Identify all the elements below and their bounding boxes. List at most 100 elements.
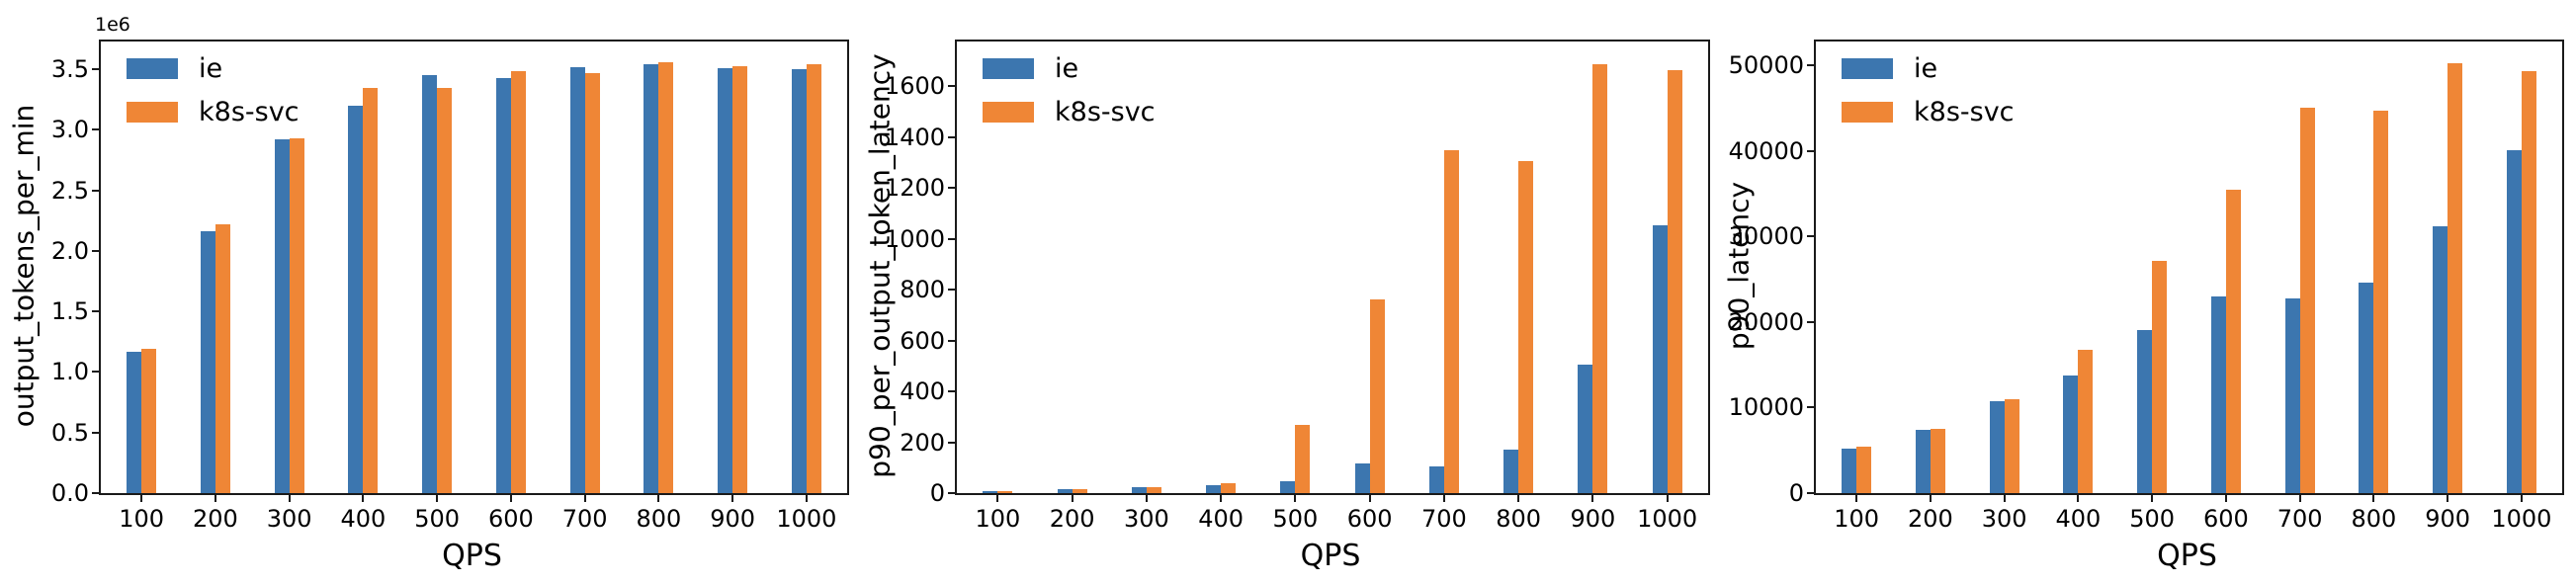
x-tick-label: 400 [340,505,386,533]
legend-label-ie: ie [199,53,223,84]
bar-ie-500 [2137,329,2153,493]
bar-k8s-svc-1000 [1667,70,1682,493]
bar-ie-1000 [1652,225,1668,493]
x-tick [805,495,808,502]
y-tick [92,189,99,192]
y-tick-label: 30000 [1728,222,1804,251]
y-tick-label: 1400 [884,123,945,151]
y-tick-label: 2.0 [50,236,89,265]
bar-ie-200 [1915,429,1931,493]
y-tick [948,187,955,190]
x-tick [214,495,216,502]
x-tick-label: 600 [487,505,534,533]
x-tick-label: 100 [975,505,1021,533]
bar-ie-200 [1057,488,1073,493]
x-tick-label: 1000 [776,505,837,533]
x-tick [436,495,439,502]
y-axis-label: p90_per_output_token_latency [863,52,897,478]
x-tick-label: 600 [2202,505,2249,533]
y-tick [92,431,99,434]
x-tick-label: 900 [710,505,756,533]
y-tick [1807,406,1814,409]
bar-k8s-svc-800 [658,62,674,493]
y-tick-label: 1600 [884,72,945,101]
x-tick [2077,495,2080,502]
y-tick [1807,235,1814,238]
bar-ie-800 [644,63,659,493]
bar-k8s-svc-700 [2299,107,2315,493]
x-axis-label: QPS [1300,539,1361,573]
bar-k8s-svc-600 [2225,189,2241,493]
bar-ie-500 [1280,480,1296,493]
y-tick [948,237,955,240]
x-tick-label: 400 [2055,505,2102,533]
y-tick-label: 1.0 [50,358,89,386]
bar-ie-300 [274,139,290,493]
x-tick-label: 300 [266,505,312,533]
x-tick-label: 1000 [1637,505,1698,533]
x-tick-label: 700 [1420,505,1467,533]
legend-entry-k8s-svc: k8s-svc [1842,99,2015,125]
y-tick-label: 3.5 [50,55,89,84]
bar-k8s-svc-1000 [806,64,821,493]
x-tick [1666,495,1669,502]
legend-swatch-k8s-svc [127,102,178,123]
y-tick [948,441,955,444]
y-tick-label: 40000 [1728,136,1804,165]
bar-k8s-svc-500 [1295,425,1311,493]
x-tick-label: 600 [1346,505,1393,533]
x-tick-label: 500 [1272,505,1319,533]
x-tick [1368,495,1371,502]
x-tick-label: 700 [2276,505,2323,533]
x-tick-label: 200 [192,505,238,533]
bar-ie-600 [1354,463,1370,493]
x-tick-label: 200 [1049,505,1095,533]
y-axis-offset-label: 1e6 [95,14,130,36]
y-tick-label: 3.0 [50,116,89,144]
bar-ie-100 [127,351,142,493]
bar-ie-900 [718,67,733,493]
bar-ie-300 [1131,486,1147,493]
legend-swatch-ie [983,58,1034,79]
bar-k8s-svc-900 [2447,62,2463,493]
bar-ie-800 [2359,283,2374,493]
y-tick-label: 0.0 [50,479,89,507]
y-tick [948,390,955,392]
bar-ie-700 [1428,465,1444,493]
legend-entry-ie: ie [127,55,300,82]
x-tick-label: 500 [414,505,461,533]
x-tick [2151,495,2154,502]
bar-ie-500 [422,75,438,493]
bar-ie-900 [1578,364,1593,493]
x-tick [362,495,365,502]
bar-k8s-svc-500 [2152,261,2168,493]
bar-k8s-svc-300 [289,138,304,493]
bar-ie-100 [983,490,998,493]
x-tick-label: 500 [2129,505,2176,533]
legend-entry-ie: ie [1842,55,2015,82]
x-tick-label: 200 [1907,505,1953,533]
bar-k8s-svc-500 [437,87,453,493]
y-tick [92,492,99,494]
y-tick-label: 1.5 [50,297,89,326]
y-tick [948,289,955,292]
y-tick [1807,492,1814,494]
legend-label-ie: ie [1055,53,1079,84]
y-tick [1807,149,1814,152]
y-tick [948,135,955,138]
legend-entry-k8s-svc: k8s-svc [127,99,300,125]
y-tick [948,85,955,88]
bar-k8s-svc-300 [1146,486,1161,493]
legend-label-k8s-svc: k8s-svc [199,97,300,127]
y-tick-label: 0 [929,479,945,507]
x-tick-label: 100 [119,505,165,533]
legend-swatch-k8s-svc [1842,102,1893,123]
bar-k8s-svc-300 [2004,398,2019,493]
x-tick [2298,495,2301,502]
x-tick-label: 700 [561,505,608,533]
legend-label-k8s-svc: k8s-svc [1055,97,1156,127]
y-tick [92,68,99,71]
